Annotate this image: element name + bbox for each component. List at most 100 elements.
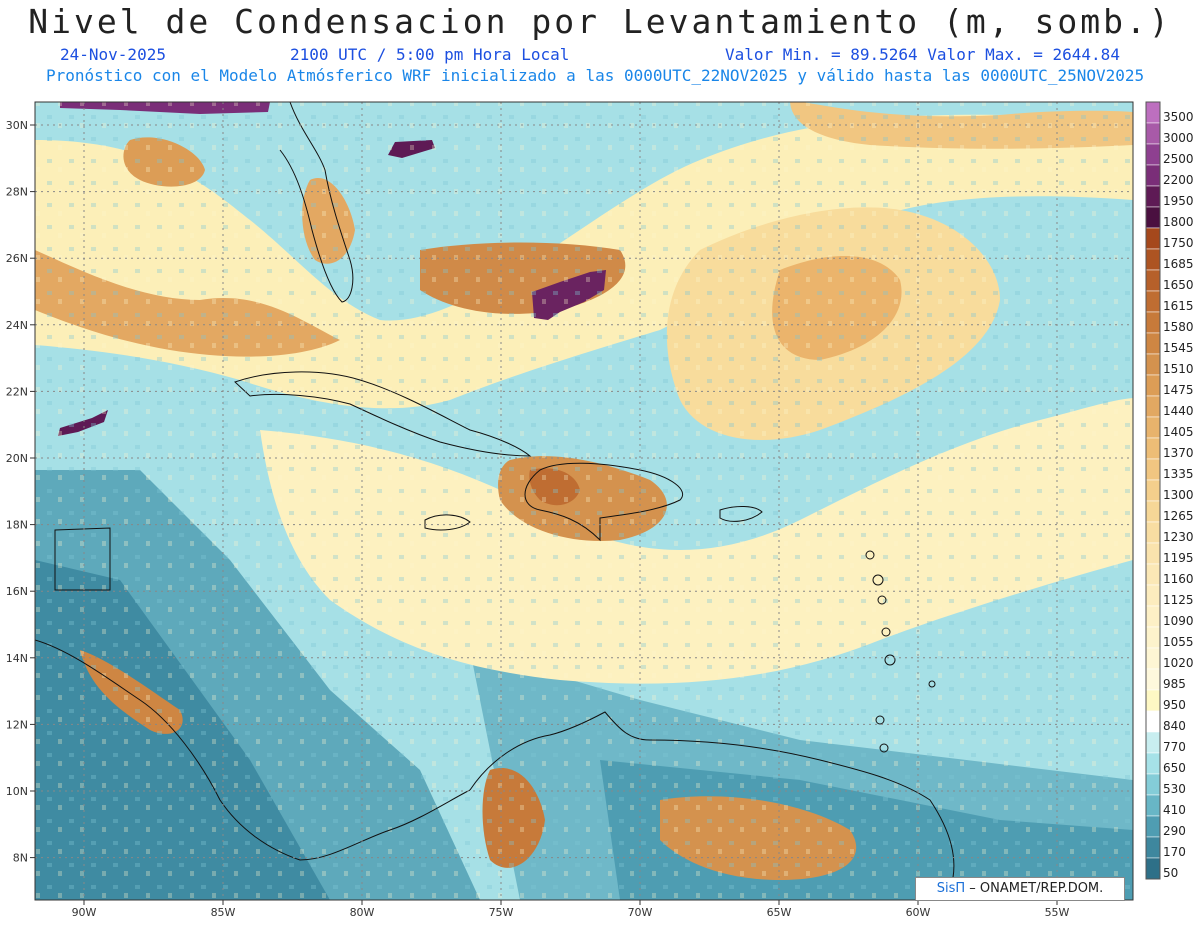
colorbar-label: 530: [1163, 782, 1186, 796]
colorbar-label: 2500: [1163, 152, 1194, 166]
lon-label: 80W: [350, 906, 375, 919]
colorbar-label: 170: [1163, 845, 1186, 859]
colorbar-swatch: [1145, 206, 1161, 229]
colorbar-label: 3000: [1163, 131, 1194, 145]
colorbar-label: 985: [1163, 677, 1186, 691]
colorbar-swatch: [1145, 500, 1161, 523]
longitude-labels: 90W 85W 80W 75W 70W 65W 60W 55W: [72, 900, 1070, 919]
colorbar: 3500 3000 2500 2200 1950 1800 1750 1685 1650 1615…: [1145, 101, 1194, 880]
colorbar-label: 1440: [1163, 404, 1194, 418]
lat-label: 10N: [6, 785, 28, 798]
colorbar-swatch: [1145, 584, 1161, 607]
lat-label: 24N: [6, 319, 28, 332]
colorbar-label: 1335: [1163, 467, 1194, 481]
colorbar-swatch: [1145, 248, 1161, 271]
colorbar-swatch: [1145, 773, 1161, 796]
colorbar-label: 1615: [1163, 299, 1194, 313]
hispaniola-coast: [524, 462, 683, 542]
lat-label: 28N: [6, 186, 28, 199]
colorbar-swatch: [1145, 395, 1161, 418]
lat-label: 12N: [6, 718, 28, 731]
puerto-rico-coast: [719, 506, 763, 522]
lon-label: 85W: [211, 906, 236, 919]
lat-label: 18N: [6, 519, 28, 532]
florida-coast: [279, 102, 354, 303]
lon-label: 70W: [628, 906, 653, 919]
lon-label: 60W: [906, 906, 931, 919]
colorbar-label: 1055: [1163, 635, 1194, 649]
lcl-shaded-field: [35, 102, 1133, 900]
colorbar-swatch: [1145, 332, 1161, 355]
colorbar-swatch: [1145, 794, 1161, 817]
colorbar-swatch: [1145, 269, 1161, 292]
colorbar-swatch: [1145, 815, 1161, 838]
colorbar-swatch: [1145, 731, 1161, 754]
colorbar-label: 1510: [1163, 362, 1194, 376]
colorbar-swatch: [1145, 185, 1161, 208]
lat-label: 30N: [6, 119, 28, 132]
credit-box: SisΠ – ONAMET/REP.DOM.: [915, 877, 1125, 901]
colorbar-label: 770: [1163, 740, 1186, 754]
colorbar-frame: [1145, 101, 1161, 880]
colorbar-swatch: [1145, 563, 1161, 586]
jamaica-coast: [424, 514, 471, 531]
latitude-labels: 30N 28N 26N 24N 22N 20N 18N 16N 14N 12N 10N 8N: [6, 119, 35, 865]
colorbar-label: 840: [1163, 719, 1186, 733]
forecast-date: 24-Nov-2025: [60, 45, 166, 64]
lon-label: 55W: [1045, 906, 1070, 919]
colorbar-swatch: [1145, 374, 1161, 397]
colorbar-label: 3500: [1163, 110, 1194, 124]
colorbar-swatch: [1145, 290, 1161, 313]
lesser-antilles: [865, 550, 936, 753]
colorbar-swatch: [1145, 143, 1161, 166]
colorbar-swatch: [1145, 353, 1161, 376]
colorbar-label: 290: [1163, 824, 1186, 838]
colorbar-swatch: [1145, 458, 1161, 481]
colorbar-swatch: [1145, 836, 1161, 859]
lon-label: 65W: [767, 906, 792, 919]
colorbar-swatch: [1145, 647, 1161, 670]
colorbar-swatch: [1145, 668, 1161, 691]
graticule: [35, 102, 1133, 900]
colorbar-label: 2200: [1163, 173, 1194, 187]
credit-text: – ONAMET/REP.DOM.: [969, 881, 1104, 896]
lon-label: 75W: [489, 906, 514, 919]
colorbar-swatch: [1145, 101, 1161, 124]
guatemala-outline: [54, 527, 111, 591]
colorbar-swatch: [1145, 227, 1161, 250]
colorbar-swatch: [1145, 857, 1161, 880]
colorbar-label: 650: [1163, 761, 1186, 775]
lat-label: 8N: [13, 852, 28, 865]
colorbar-swatch: [1145, 416, 1161, 439]
colorbar-label: 1160: [1163, 572, 1194, 586]
colorbar-label: 1685: [1163, 257, 1194, 271]
colorbar-label: 1195: [1163, 551, 1194, 565]
colorbar-swatch: [1145, 311, 1161, 334]
colorbar-swatch: [1145, 479, 1161, 502]
colorbar-swatch: [1145, 689, 1161, 712]
colorbar-swatch: [1145, 164, 1161, 187]
colorbar-label: 1300: [1163, 488, 1194, 502]
map-title: Nivel de Condensacion por Levantamiento …: [28, 2, 1172, 41]
forecast-note: Pronóstico con el Modelo Atmósferico WRF…: [46, 66, 1145, 85]
colorbar-swatch: [1145, 605, 1161, 628]
colorbar-label: 410: [1163, 803, 1186, 817]
lat-label: 22N: [6, 385, 28, 398]
colorbar-swatch: [1145, 122, 1161, 145]
colorbar-label: 1405: [1163, 425, 1194, 439]
colorbar-label: 1475: [1163, 383, 1194, 397]
colorbar-label: 1125: [1163, 593, 1194, 607]
colorbar-label: 1370: [1163, 446, 1194, 460]
colorbar-label: 1090: [1163, 614, 1194, 628]
valid-time: 2100 UTC / 5:00 pm Hora Local: [290, 45, 570, 64]
colorbar-label: 950: [1163, 698, 1186, 712]
lat-label: 16N: [6, 585, 28, 598]
coastlines: [35, 102, 955, 891]
colorbar-swatch: [1145, 752, 1161, 775]
lon-label: 90W: [72, 906, 97, 919]
lat-label: 26N: [6, 252, 28, 265]
colorbar-swatch: [1145, 626, 1161, 649]
colorbar-label: 1230: [1163, 530, 1194, 544]
colorbar-swatch: [1145, 521, 1161, 544]
